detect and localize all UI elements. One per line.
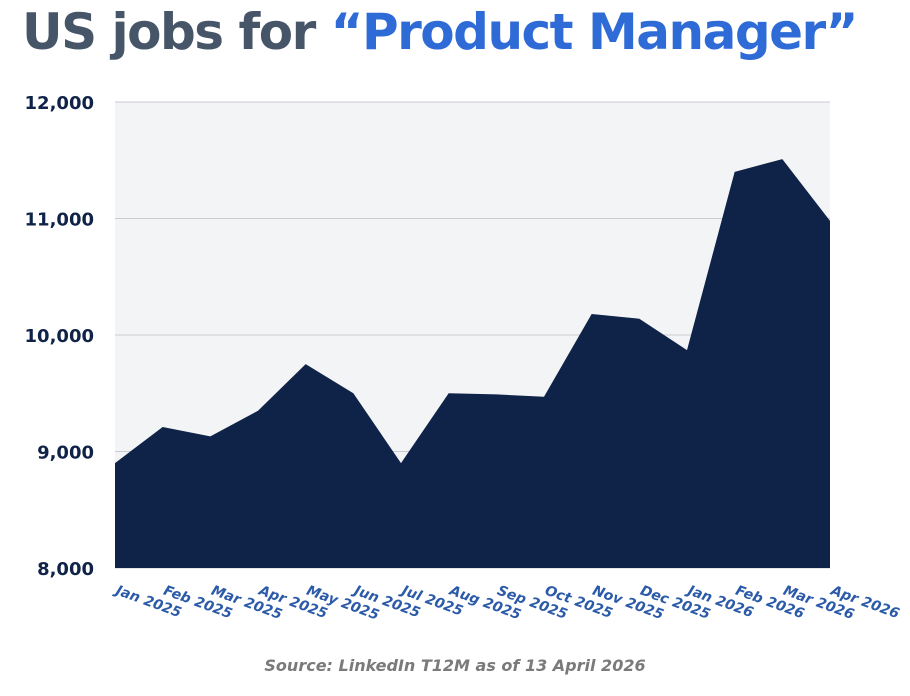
area-chart: 8,000 9,000 10,000 11,000 12,000 Jan 2025Feb… (25, 93, 902, 624)
area-series (114, 159, 831, 568)
series-area (115, 159, 830, 568)
y-tick-label: 11,000 (25, 210, 94, 231)
title-prefix: US jobs for (22, 3, 331, 61)
source-note: Source: LinkedIn T12M as of 13 April 202… (264, 656, 646, 675)
y-tick-label: 10,000 (25, 326, 94, 347)
title-highlight: “Product Manager” (330, 3, 859, 61)
y-tick-label: 9,000 (37, 443, 94, 464)
y-tick-label: 12,000 (25, 93, 94, 114)
chart-title: US jobs for “Product Manager” (22, 2, 859, 62)
y-axis: 8,000 9,000 10,000 11,000 12,000 (25, 93, 94, 580)
y-tick-label: 8,000 (37, 559, 94, 580)
